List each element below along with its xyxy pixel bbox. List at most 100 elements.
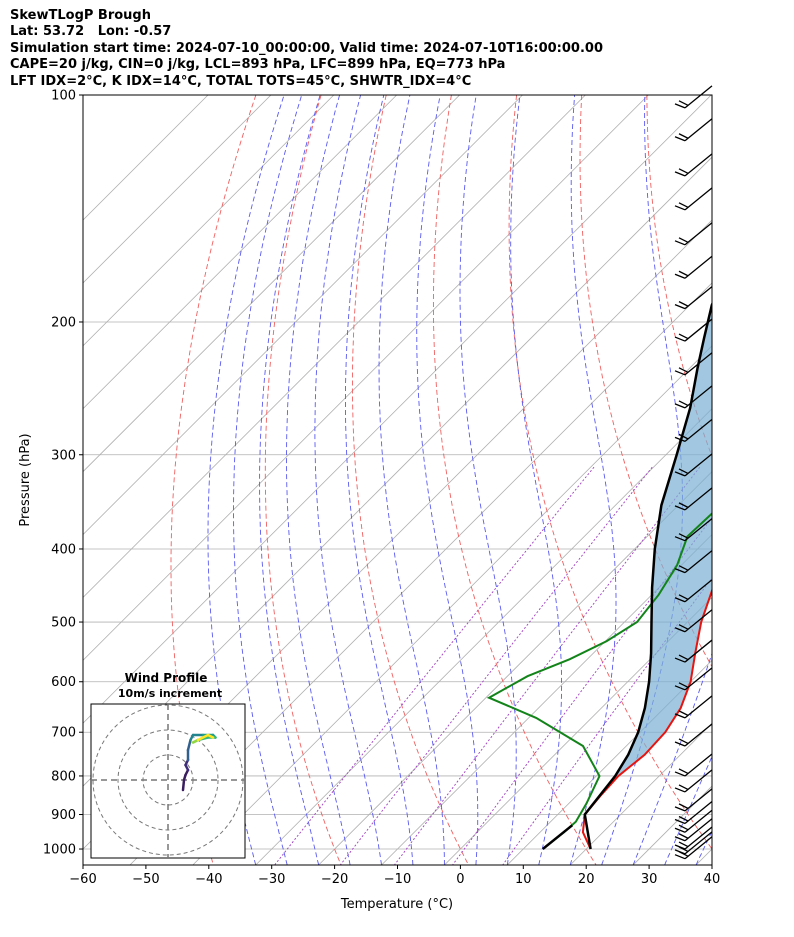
barb-flag [674,536,686,542]
x-tick-label: −10 [384,872,411,887]
barb-staff [684,352,713,376]
isotherm [444,596,712,865]
barb-flag [674,403,686,409]
hodograph-segment [181,778,186,792]
isotherm [83,95,272,284]
x-tick-label: −20 [321,872,348,887]
y-tick-label: 600 [51,675,76,690]
moist-adiabat [664,755,712,865]
barb-staff [684,826,713,850]
barb-flag [678,710,689,716]
barb-staff [684,418,713,442]
dry-adiabat [432,95,597,865]
barb-staff [684,453,713,477]
mixing-ratio-line [394,466,701,865]
barb-flag [678,400,689,406]
barb-flag [674,171,686,177]
barb-flag [678,768,689,775]
moist-adiabat [510,95,563,865]
barb-flag [678,824,689,831]
barb-staff [684,753,713,777]
barb-flag [674,685,686,691]
x-tick-label: −50 [132,872,159,887]
surface-dewpoint-line [542,824,573,850]
inset-content [91,704,245,858]
barb-flag [678,333,689,340]
isotherm [381,533,712,865]
x-tick-label: 30 [641,872,658,887]
barb-flag [674,103,686,109]
x-tick-label: −30 [258,872,285,887]
barb-staff [684,187,713,211]
barb-staff [684,609,713,633]
barb-flag [678,133,689,139]
wind-barb [674,352,713,376]
barb-flag [678,202,689,208]
barb-staff [684,255,713,279]
wind-barb [674,85,713,109]
dry-adiabat [711,95,712,102]
barb-staff [684,385,713,409]
y-tick-label: 300 [51,448,76,463]
barb-flag [674,836,686,842]
y-tick-label: 200 [51,315,76,330]
barb-flag [678,594,689,600]
wind-barb [674,667,713,691]
wind-barb [674,639,713,663]
isotherm [569,722,712,865]
wind-barb [674,318,713,342]
wind-barb [674,518,713,542]
x-axis-label: Temperature (°C) [340,897,453,912]
barb-flag [674,657,686,663]
barb-flag [674,771,686,777]
barb-staff [684,800,713,824]
barb-flag [674,597,686,603]
wind-barb [674,723,713,747]
barb-flag [678,815,689,822]
barb-flag [674,370,686,376]
barb-flag [678,738,689,745]
moist-adiabat [314,95,382,865]
barb-staff [684,318,713,342]
moist-adiabat [233,95,303,865]
wind-barb [674,222,713,246]
barb-flag [678,502,689,508]
barb-flag [678,301,689,307]
wind-barb [674,153,713,177]
params-line-2: LFT IDX=2°C, K IDX=14°C, TOTAL TOTS=45°C… [10,73,472,89]
wind-barb [674,453,713,477]
y-tick-label: 100 [51,89,76,104]
barb-flag [678,168,689,174]
hodograph-segment [196,733,210,742]
moist-adiabat [345,95,414,865]
axes: −60 −50 −40 −30 −20 −10 0 10 20 30 40 100 200 300 400 5… [43,89,720,888]
barb-flag [678,841,689,848]
barb-flag [678,833,689,839]
barb-flag [674,436,686,442]
wind-barb [674,487,713,511]
wind-barb [674,695,713,719]
barb-flag [678,237,689,243]
isotherm [83,95,712,724]
data-layer [486,301,712,850]
barb-flag [674,505,686,511]
barb-flag [674,568,686,574]
barb-flag [678,624,689,630]
dry-adiabat [264,95,342,865]
dewpoint-line [486,512,712,850]
mixing-ratio-line [452,517,712,865]
hodograph-segment [206,733,215,739]
mixing-ratio-line [502,577,712,865]
x-tick-label: 40 [704,872,721,887]
barb-staff [684,118,713,142]
moist-adiabat [632,652,712,865]
hodograph-segment [186,738,192,752]
isotherm [83,95,460,473]
barb-flag [674,741,686,747]
cape-area [584,304,712,815]
barb-staff [684,769,713,793]
barb-flag [674,844,686,850]
barb-staff [684,818,713,842]
wind-barb [674,118,713,142]
y-tick-label: 1000 [43,843,76,858]
